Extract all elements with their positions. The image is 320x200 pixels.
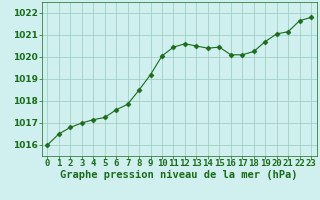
X-axis label: Graphe pression niveau de la mer (hPa): Graphe pression niveau de la mer (hPa)	[60, 170, 298, 180]
